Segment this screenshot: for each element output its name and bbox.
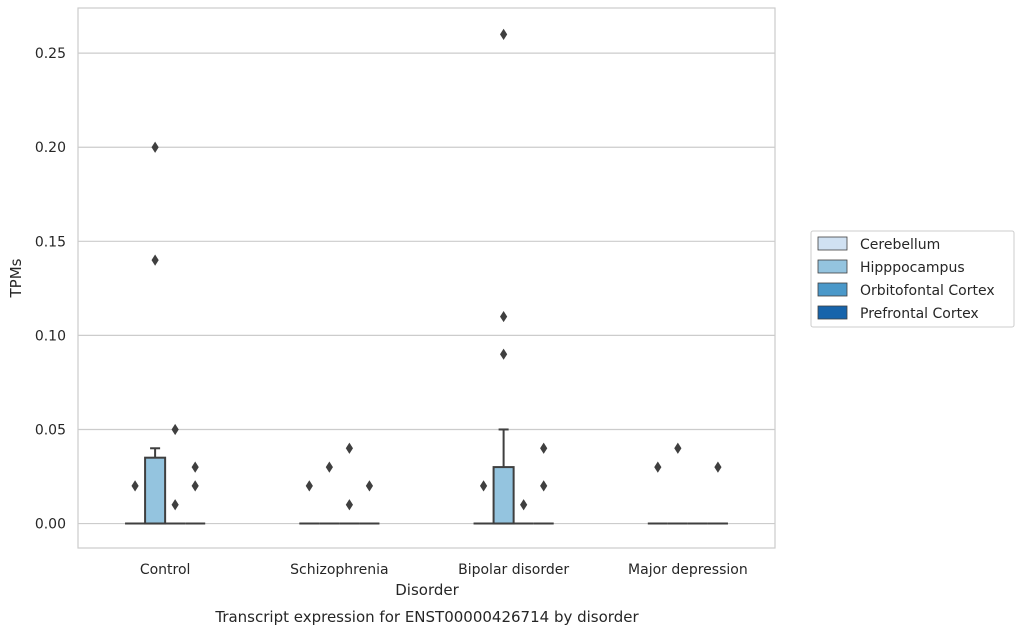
outlier-points xyxy=(131,28,722,511)
legend-swatch xyxy=(817,282,848,297)
outlier-point xyxy=(365,480,374,492)
outlier-point xyxy=(500,28,508,40)
outlier-point xyxy=(305,480,313,492)
x-tick-label: Bipolar disorder xyxy=(458,562,569,578)
x-tick-label: Schizophrenia xyxy=(290,562,388,578)
plot-frame xyxy=(77,7,776,549)
y-axis-label: TPMs xyxy=(7,258,25,298)
y-tick-label: 0.20 xyxy=(35,140,66,156)
y-axis-ticks: 0.00 0.05 0.10 0.15 0.20 0.25 xyxy=(35,46,66,532)
outlier-point xyxy=(191,461,199,473)
box-body xyxy=(144,456,167,525)
outlier-point xyxy=(520,499,528,511)
legend-swatch xyxy=(817,305,848,320)
legend-frame xyxy=(810,230,1015,328)
outlier-point xyxy=(714,461,722,473)
legend-swatch xyxy=(817,259,848,274)
outlier-point xyxy=(540,480,548,492)
outlier-point xyxy=(540,442,548,454)
outlier-point xyxy=(674,442,682,454)
y-tick-label: 0.15 xyxy=(35,234,66,250)
outlier-point xyxy=(325,461,333,473)
box-body xyxy=(492,466,515,525)
gridlines xyxy=(78,52,775,525)
y-tick-label: 0.05 xyxy=(35,422,66,438)
x-tick-label: Control xyxy=(140,562,191,578)
y-tick-label: 0.00 xyxy=(35,517,66,533)
legend-label: Hipppocampus xyxy=(860,260,965,276)
legend-label: Prefrontal Cortex xyxy=(860,306,979,322)
box-control-hipppocampus xyxy=(144,447,167,525)
outlier-point xyxy=(191,480,199,492)
outlier-point xyxy=(171,499,179,511)
outlier-point xyxy=(500,310,508,323)
y-tick-label: 0.10 xyxy=(35,328,66,344)
outlier-point xyxy=(479,480,488,492)
outlier-point xyxy=(151,141,159,153)
legend-label: Cerebellum xyxy=(860,237,940,253)
x-axis-label: Disorder xyxy=(395,581,459,599)
outlier-point xyxy=(345,442,353,454)
outlier-point xyxy=(131,480,139,492)
legend-label: Orbitofontal Cortex xyxy=(860,283,995,299)
chart-title: Transcript expression for ENST0000042671… xyxy=(214,608,639,626)
outlier-point xyxy=(151,254,159,266)
box-bipolar-disorder-hipppocampus xyxy=(492,428,515,525)
x-axis-ticks: Control Schizophrenia Bipolar disorder Majo… xyxy=(140,562,748,578)
legend: Cerebellum Hipppocampus Orbitofontal Corte… xyxy=(810,230,1015,328)
x-tick-label: Major depression xyxy=(628,562,748,578)
legend-swatch xyxy=(817,236,848,251)
outlier-point xyxy=(345,499,353,511)
outlier-point xyxy=(171,423,179,436)
box-plots xyxy=(125,428,728,525)
y-tick-label: 0.25 xyxy=(35,46,66,62)
outlier-point xyxy=(654,461,662,473)
outlier-point xyxy=(500,348,508,360)
